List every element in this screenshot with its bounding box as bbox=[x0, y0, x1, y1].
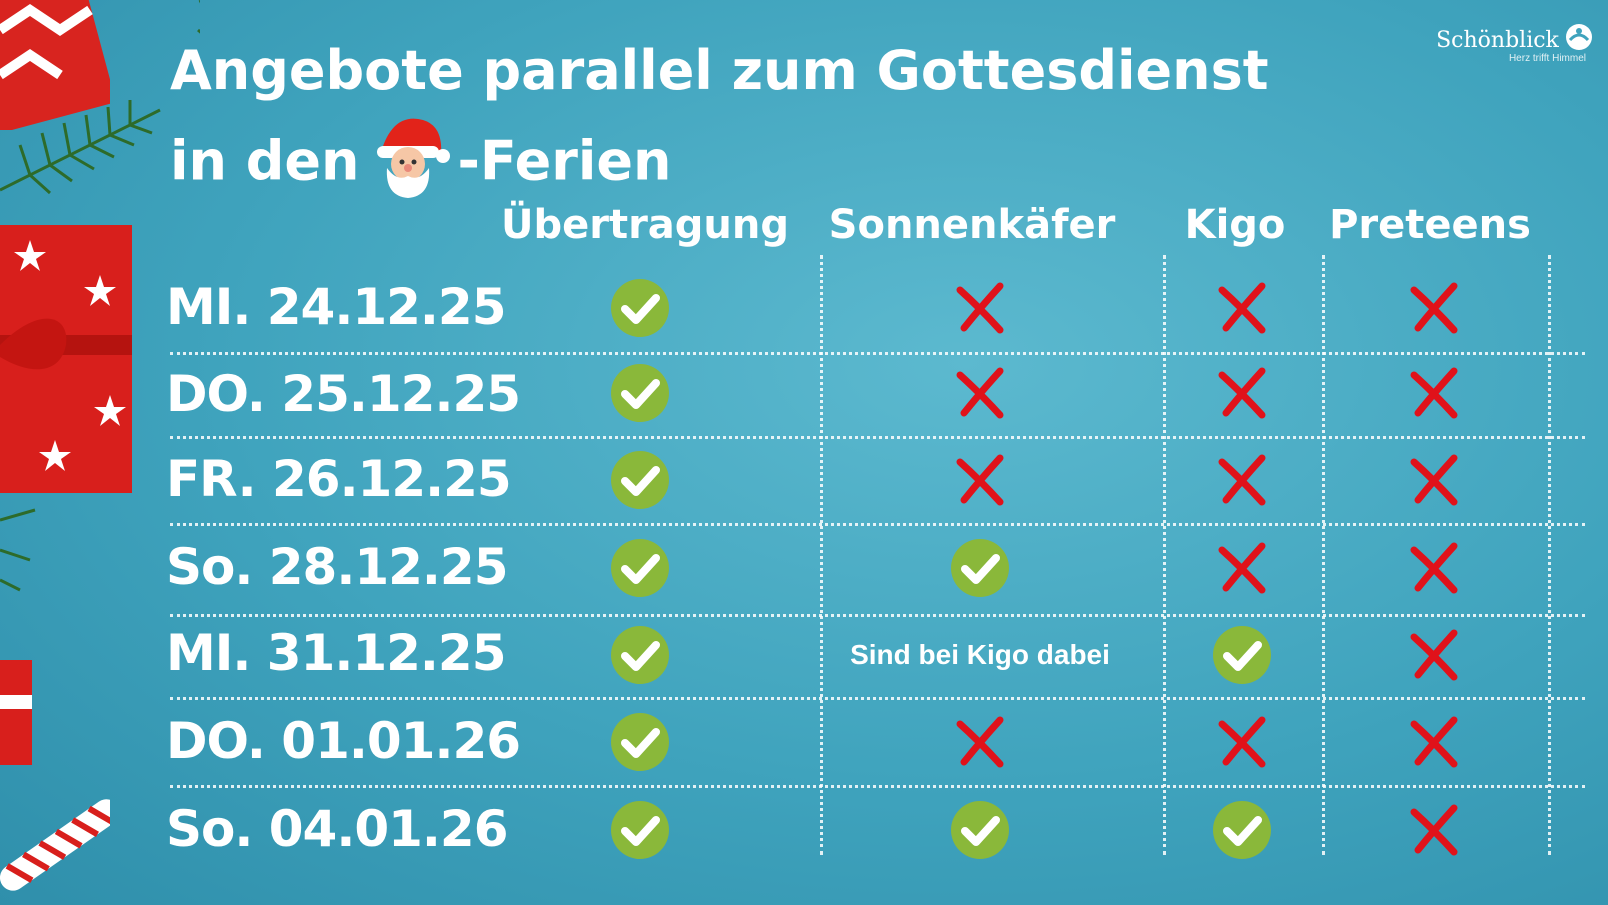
cross-icon bbox=[1218, 716, 1266, 768]
column-header-preteens: Preteens bbox=[1329, 202, 1531, 248]
cross-icon bbox=[956, 716, 1004, 768]
logo-mark-icon bbox=[1566, 24, 1592, 50]
check-icon bbox=[611, 451, 669, 509]
fir-branch-decoration bbox=[0, 508, 36, 592]
cross-icon bbox=[1218, 542, 1266, 594]
row-label: DO. 25.12.25 bbox=[166, 365, 521, 423]
cell-note: Sind bei Kigo dabei bbox=[850, 639, 1110, 670]
grid-divider bbox=[1548, 255, 1551, 855]
page-subtitle: in den -Ferien bbox=[170, 118, 672, 200]
row-label: So. 28.12.25 bbox=[166, 538, 508, 596]
cross-icon bbox=[1410, 282, 1458, 334]
row-label: DO. 01.01.26 bbox=[166, 712, 521, 770]
fir-branch-decoration bbox=[0, 0, 200, 195]
gift-decoration bbox=[0, 660, 32, 765]
check-icon bbox=[611, 801, 669, 859]
cross-icon bbox=[1218, 282, 1266, 334]
cross-icon bbox=[1218, 454, 1266, 506]
cross-icon bbox=[956, 282, 1004, 334]
grid-divider bbox=[170, 697, 1585, 700]
logo-tagline: Herz trifft Himmel bbox=[1508, 53, 1586, 64]
grid-divider bbox=[170, 785, 1585, 788]
grid-divider bbox=[1163, 255, 1166, 855]
cross-icon bbox=[956, 367, 1004, 419]
check-icon bbox=[611, 539, 669, 597]
cross-icon bbox=[1410, 542, 1458, 594]
check-icon bbox=[1213, 801, 1271, 859]
grid-divider bbox=[170, 614, 1585, 617]
row-label: MI. 24.12.25 bbox=[166, 278, 506, 336]
column-header-uebertragung: Übertragung bbox=[500, 202, 790, 248]
grid-divider bbox=[170, 352, 1585, 355]
grid-divider bbox=[170, 436, 1585, 439]
subtitle-prefix: in den bbox=[170, 129, 360, 193]
grid-divider bbox=[170, 523, 1585, 526]
row-label: So. 04.01.26 bbox=[166, 800, 508, 858]
cross-icon bbox=[1410, 716, 1458, 768]
check-icon bbox=[611, 713, 669, 771]
cross-icon bbox=[1410, 629, 1458, 681]
santa-emoji bbox=[377, 118, 451, 198]
cross-icon bbox=[1410, 367, 1458, 419]
logo-name: Schönblick bbox=[1436, 28, 1559, 53]
column-header-kigo: Kigo bbox=[1184, 202, 1286, 248]
row-label: FR. 26.12.25 bbox=[166, 450, 512, 508]
subtitle-suffix: -Ferien bbox=[457, 129, 672, 193]
wrapped-present-top-decoration bbox=[0, 0, 110, 130]
check-icon bbox=[611, 364, 669, 422]
cross-icon bbox=[1218, 367, 1266, 419]
check-icon bbox=[611, 626, 669, 684]
row-label: MI. 31.12.25 bbox=[166, 624, 506, 682]
column-header-sonnenkaefer: Sonnenkäfer bbox=[828, 202, 1116, 248]
check-icon bbox=[1213, 626, 1271, 684]
page-title: Angebote parallel zum Gottesdienst bbox=[170, 39, 1269, 102]
cross-icon bbox=[1410, 804, 1458, 856]
grid-divider bbox=[820, 255, 823, 855]
candy-cane-decoration bbox=[0, 799, 110, 891]
schoenblick-logo: Schönblick Herz trifft Himmel bbox=[1436, 22, 1594, 64]
cross-icon bbox=[1410, 454, 1458, 506]
gift-decoration bbox=[0, 225, 132, 493]
check-icon bbox=[611, 279, 669, 337]
cross-icon bbox=[956, 454, 1004, 506]
grid-divider bbox=[1322, 255, 1325, 855]
check-icon bbox=[951, 801, 1009, 859]
check-icon bbox=[951, 539, 1009, 597]
